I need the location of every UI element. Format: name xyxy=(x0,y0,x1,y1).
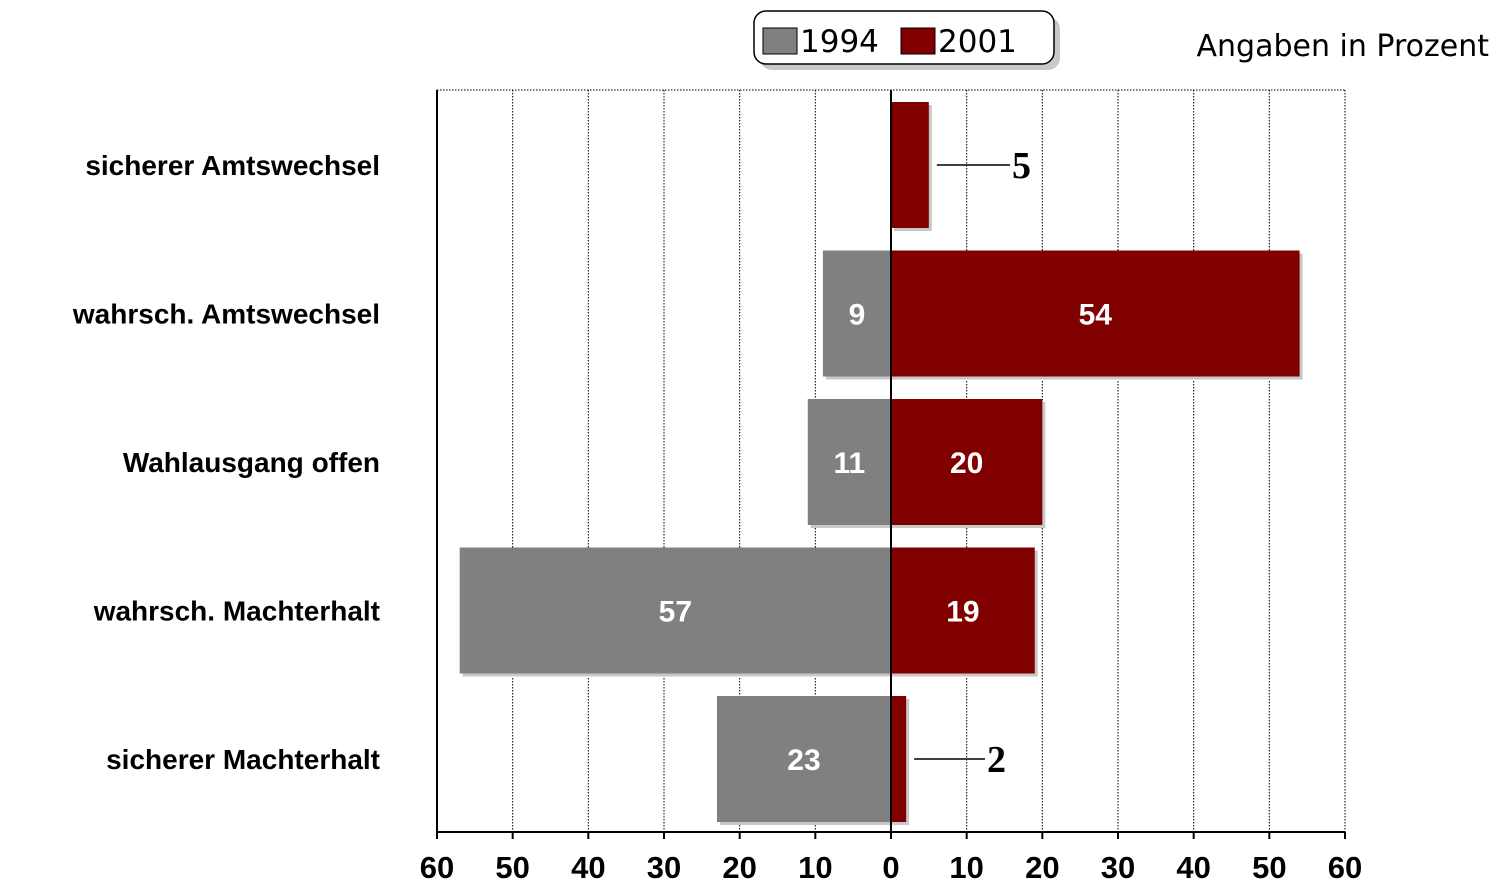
legend-label-2001: 2001 xyxy=(938,24,1017,60)
bar-label-1994-1: 9 xyxy=(849,299,866,332)
category-label-4: sicherer Machterhalt xyxy=(106,744,380,775)
x-tick-label-0: 60 xyxy=(420,850,454,885)
bar-1994-2 xyxy=(807,399,891,525)
category-label-2: Wahlausgang offen xyxy=(123,447,380,478)
axes: 60 50 40 30 20 10 0 10 20 30 40 50 60 xyxy=(420,90,1362,885)
x-tick-label-11: 50 xyxy=(1252,850,1286,885)
units-note: Angaben in Prozent xyxy=(1197,29,1490,64)
legend: 1994 2001 xyxy=(753,10,1060,70)
legend-label-1994: 1994 xyxy=(800,24,879,60)
category-label-3: wahrsch. Machterhalt xyxy=(93,596,380,627)
bar-1994-1 xyxy=(822,250,891,377)
x-tick-label-8: 20 xyxy=(1025,850,1059,885)
legend-swatch-2001 xyxy=(900,27,936,55)
category-label-1: wahrsch. Amtswechsel xyxy=(72,299,380,330)
x-tick-label-9: 30 xyxy=(1101,850,1135,885)
labels: 9 54 11 20 57 19 23 5 2 sicherer Amtswechsel wahrs… xyxy=(72,145,1112,781)
bar-1994-4 xyxy=(716,696,891,822)
x-tick-label-5: 10 xyxy=(798,850,832,885)
bar-2001-4 xyxy=(891,696,907,822)
x-tick-label-7: 10 xyxy=(949,850,983,885)
x-tick-label-2: 40 xyxy=(571,850,605,885)
bar-label-1994-4: 23 xyxy=(787,744,820,777)
callout-label-0: 5 xyxy=(1012,145,1031,187)
legend-swatch-1994 xyxy=(762,27,798,55)
bar-2001-1 xyxy=(891,250,1300,377)
bar-label-1994-2: 11 xyxy=(834,447,866,480)
bar-2001-2 xyxy=(891,399,1043,525)
bar-2001-0 xyxy=(891,102,929,228)
bar-label-2001-2: 20 xyxy=(950,447,983,480)
bar-2001-3 xyxy=(891,547,1035,674)
x-tick-label-3: 30 xyxy=(647,850,681,885)
x-tick-label-10: 40 xyxy=(1176,850,1210,885)
x-tick-label-1: 50 xyxy=(495,850,529,885)
category-label-0: sicherer Amtswechsel xyxy=(85,150,380,181)
callout-label-4: 2 xyxy=(987,739,1006,781)
bar-label-2001-3: 19 xyxy=(946,596,979,629)
x-tick-label-4: 20 xyxy=(722,850,756,885)
x-tick-label-12: 60 xyxy=(1328,850,1362,885)
bars xyxy=(459,102,1303,825)
bar-label-1994-3: 57 xyxy=(659,596,692,629)
bar-label-2001-1: 54 xyxy=(1079,299,1113,332)
bar-1994-3 xyxy=(459,547,891,674)
x-tick-label-6: 0 xyxy=(882,850,899,885)
